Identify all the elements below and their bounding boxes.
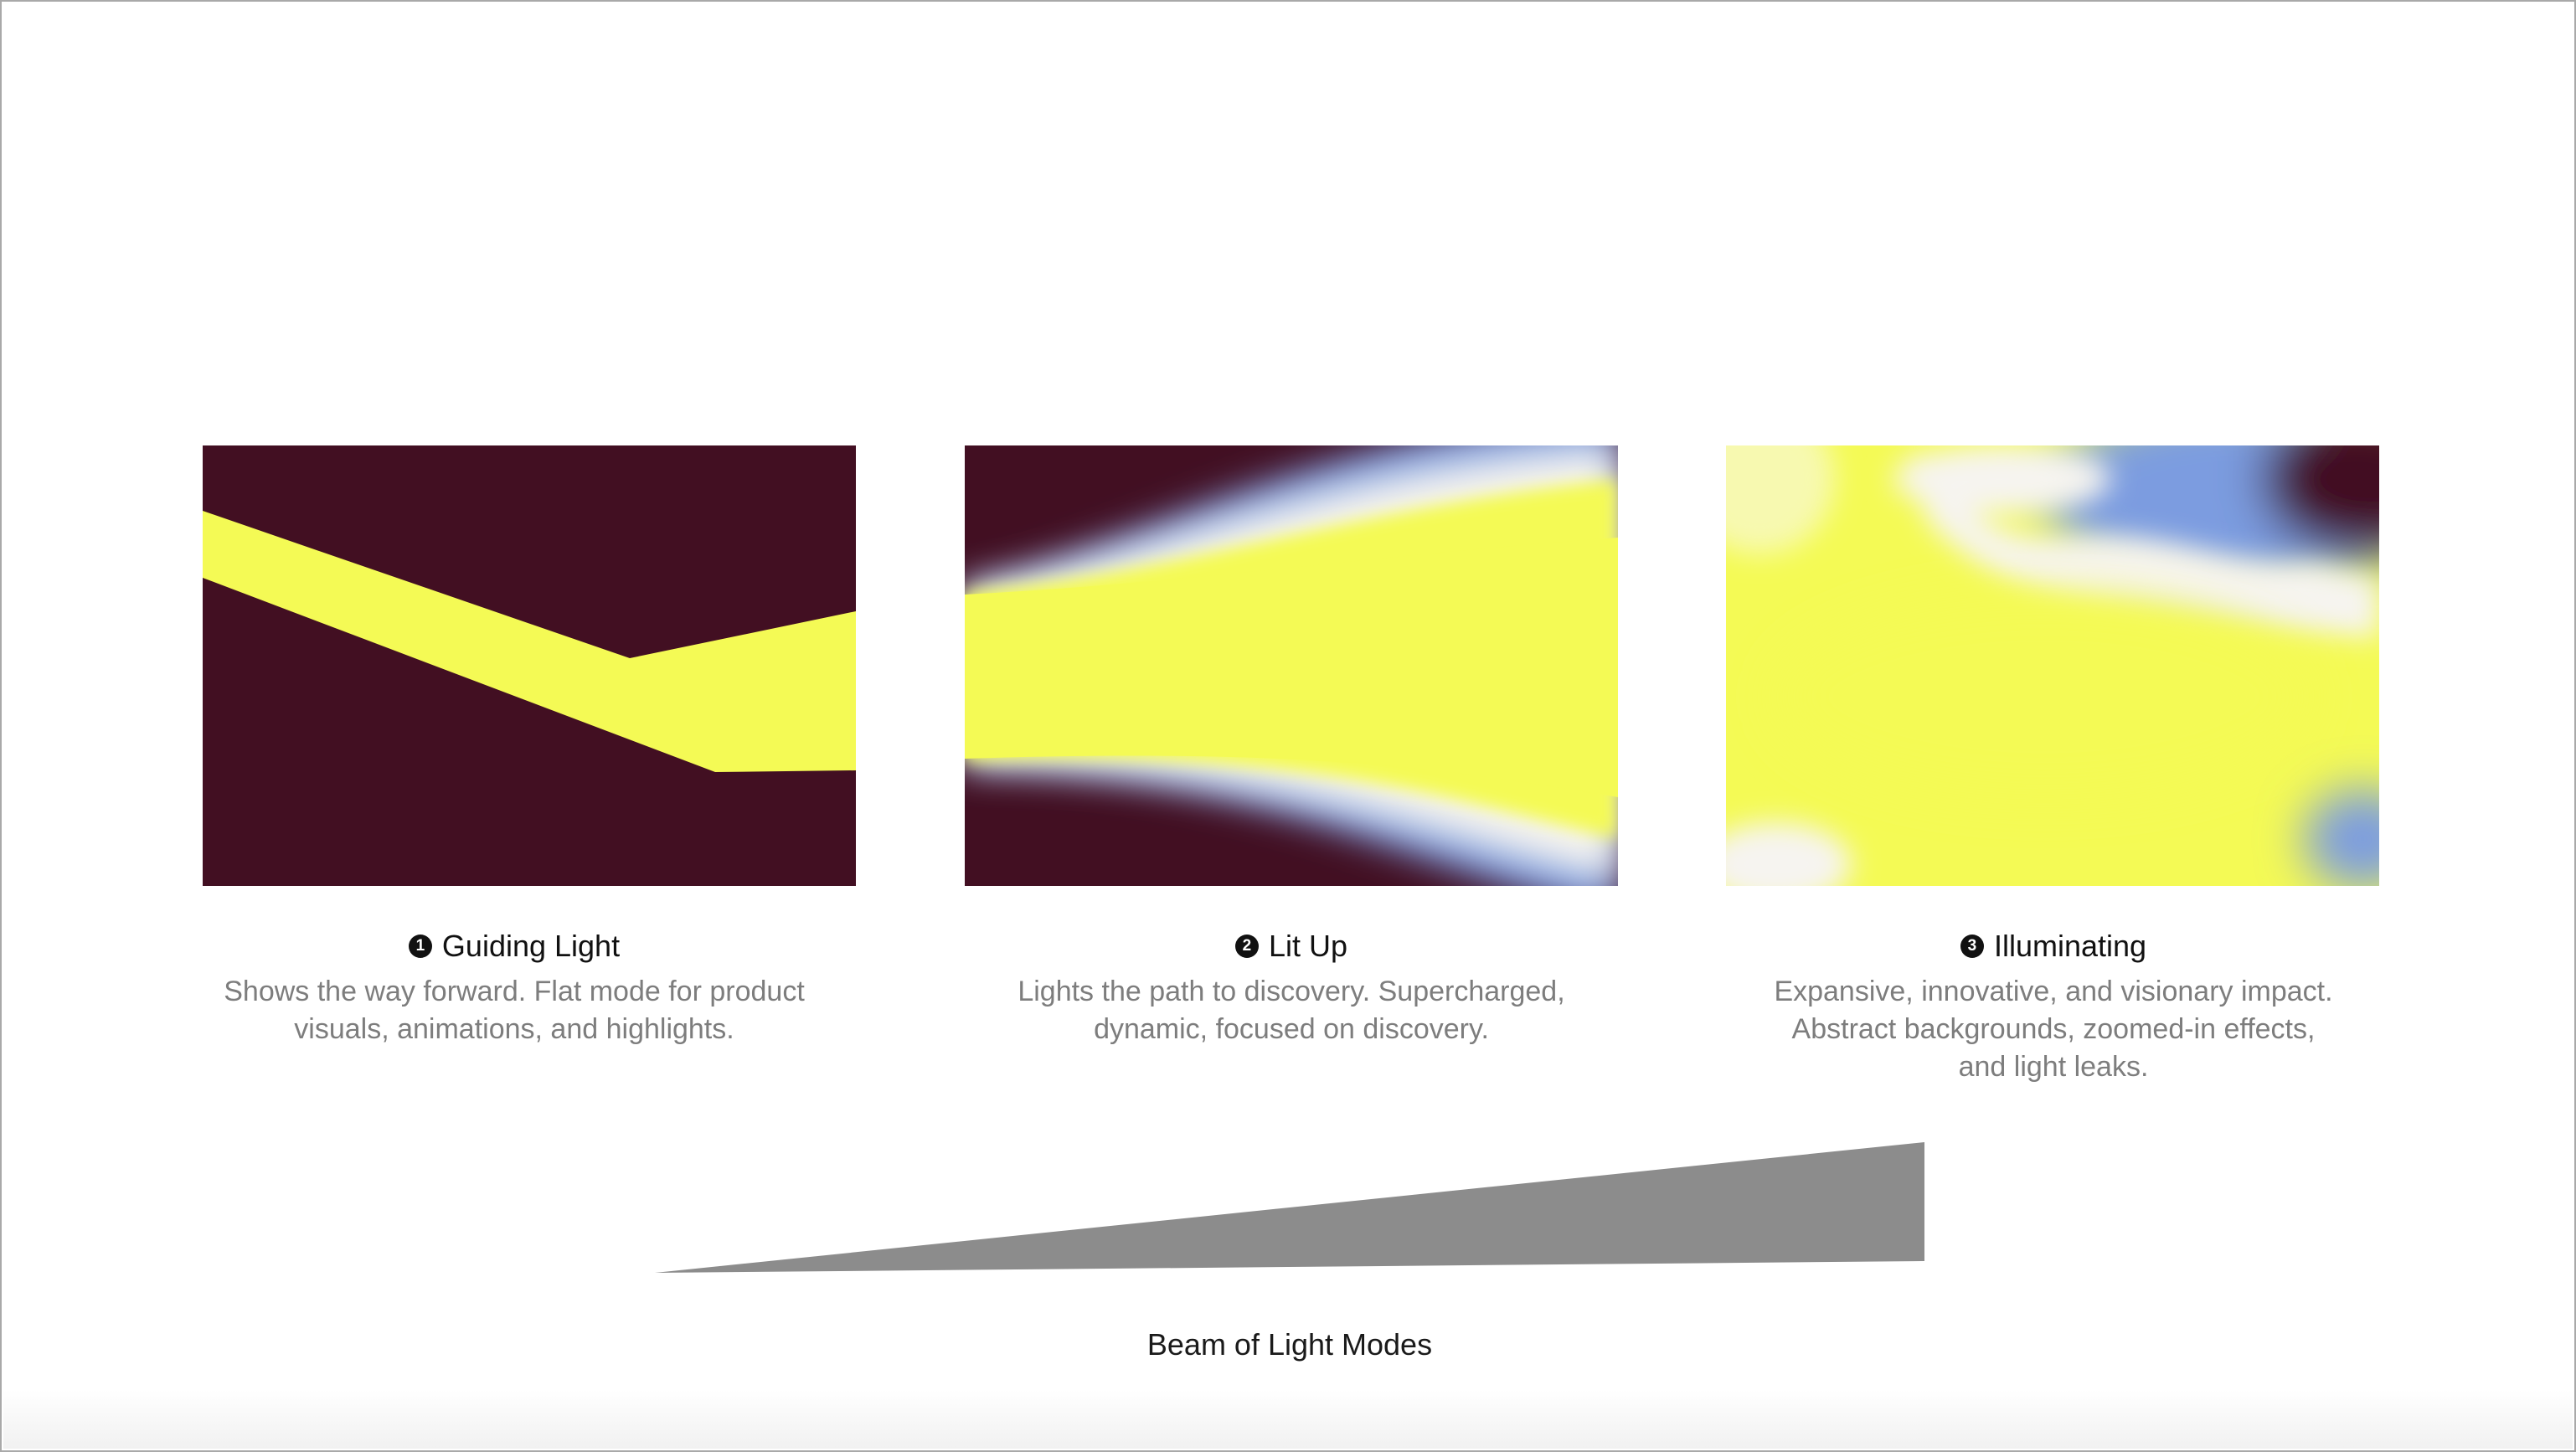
mode-title-text: Guiding Light: [441, 929, 621, 963]
mode-guiding-light: 1 Guiding Light Shows the way forward. F…: [137, 926, 891, 1048]
number-badge-3: 3: [1960, 935, 1984, 958]
mode-illuminating: 3 Illuminating Expansive, innovative, an…: [1677, 926, 2430, 1086]
description-line: Shows the way forward. Flat mode for pro…: [224, 976, 805, 1007]
beam-intensity-wedge: [655, 1142, 1924, 1276]
guiding-light-visual: [203, 445, 856, 886]
description-line: dynamic, focused on discovery.: [1094, 1013, 1489, 1045]
mode-title: 1 Guiding Light: [137, 926, 891, 966]
mode-lit-up: 2 Lit Up Lights the path to discovery. S…: [914, 926, 1668, 1048]
mode-title: 3 Illuminating: [1677, 926, 2430, 966]
mode-description: Expansive, innovative, and visionary imp…: [1677, 973, 2430, 1086]
mode-title-text: Illuminating: [1993, 929, 2147, 963]
number-badge-2: 2: [1234, 935, 1259, 958]
mode-title: 2 Lit Up: [914, 926, 1668, 966]
illuminating-visual: [1726, 445, 2379, 886]
mode-title-text: Lit Up: [1268, 929, 1348, 963]
lit-up-visual: [965, 445, 1618, 886]
mode-description: Shows the way forward. Flat mode for pro…: [137, 973, 891, 1048]
number-badge-1: 1: [408, 935, 432, 958]
description-line: Abstract backgrounds, zoomed-in effects,: [1791, 1013, 2316, 1045]
description-line: Lights the path to discovery. Supercharg…: [1018, 976, 1565, 1007]
beam-of-light-modes-label: Beam of Light Modes: [1146, 1327, 1433, 1362]
description-line: and light leaks.: [1958, 1051, 2149, 1083]
mode-description: Lights the path to discovery. Supercharg…: [914, 973, 1668, 1048]
description-line: visuals, animations, and highlights.: [294, 1013, 734, 1045]
bottom-shade: [3, 1390, 2573, 1449]
description-line: Expansive, innovative, and visionary imp…: [1774, 976, 2333, 1007]
